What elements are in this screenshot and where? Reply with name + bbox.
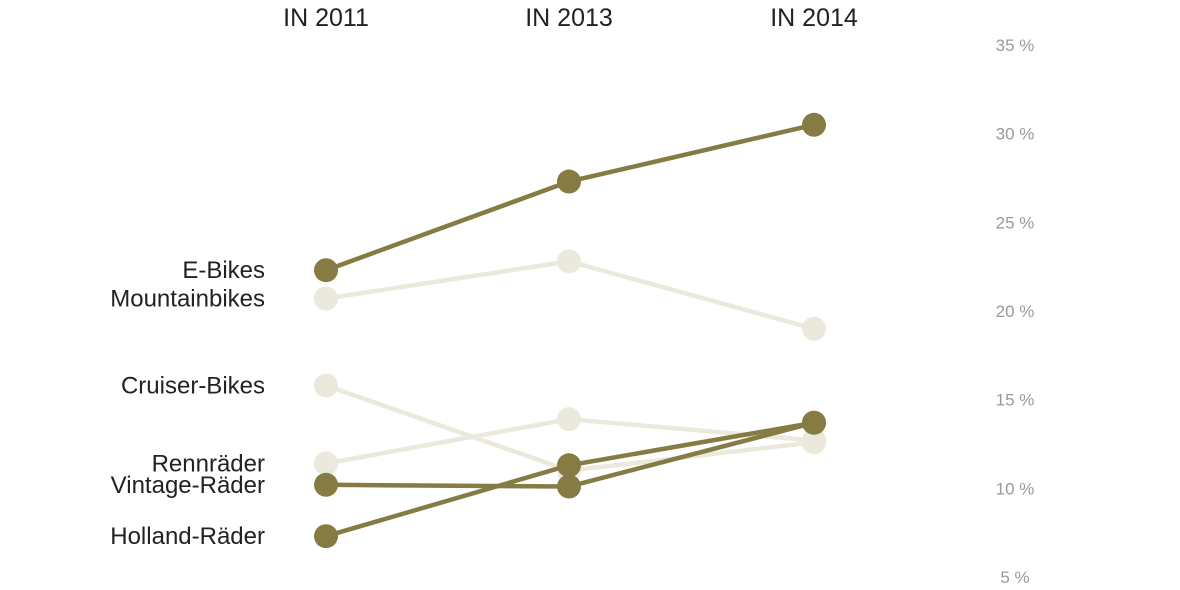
- data-point: [314, 451, 338, 476]
- data-point: [557, 453, 581, 478]
- y-tick-label: 35 %: [996, 36, 1035, 55]
- data-point: [314, 472, 338, 497]
- y-tick-label: 15 %: [996, 391, 1035, 410]
- series-line: [325, 122, 815, 273]
- data-point: [557, 474, 581, 499]
- data-point: [557, 249, 581, 274]
- data-point: [802, 112, 826, 137]
- y-tick-label: 10 %: [996, 479, 1035, 498]
- data-point: [802, 428, 826, 453]
- data-point: [314, 286, 338, 311]
- x-category-label: IN 2011: [283, 4, 369, 32]
- series-label: Cruiser-Bikes: [121, 372, 265, 399]
- data-point: [314, 524, 338, 549]
- data-point: [802, 316, 826, 341]
- data-point: [802, 410, 826, 435]
- y-tick-label: 20 %: [996, 302, 1035, 321]
- y-tick-label: 5 %: [1000, 568, 1029, 587]
- data-point: [314, 373, 338, 398]
- series-label: Holland-Räder: [110, 523, 265, 550]
- data-point: [557, 407, 581, 432]
- data-point: [314, 258, 338, 283]
- series-label: Vintage-Räder: [111, 472, 265, 499]
- x-category-label: IN 2014: [770, 4, 858, 32]
- series-label: Rennräder: [152, 451, 265, 478]
- y-tick-label: 30 %: [996, 125, 1035, 144]
- series-label: E-Bikes: [182, 257, 265, 284]
- y-tick-label: 25 %: [996, 213, 1035, 232]
- data-point: [557, 169, 581, 194]
- x-category-label: IN 2013: [525, 4, 613, 32]
- series-label: Mountainbikes: [110, 286, 265, 313]
